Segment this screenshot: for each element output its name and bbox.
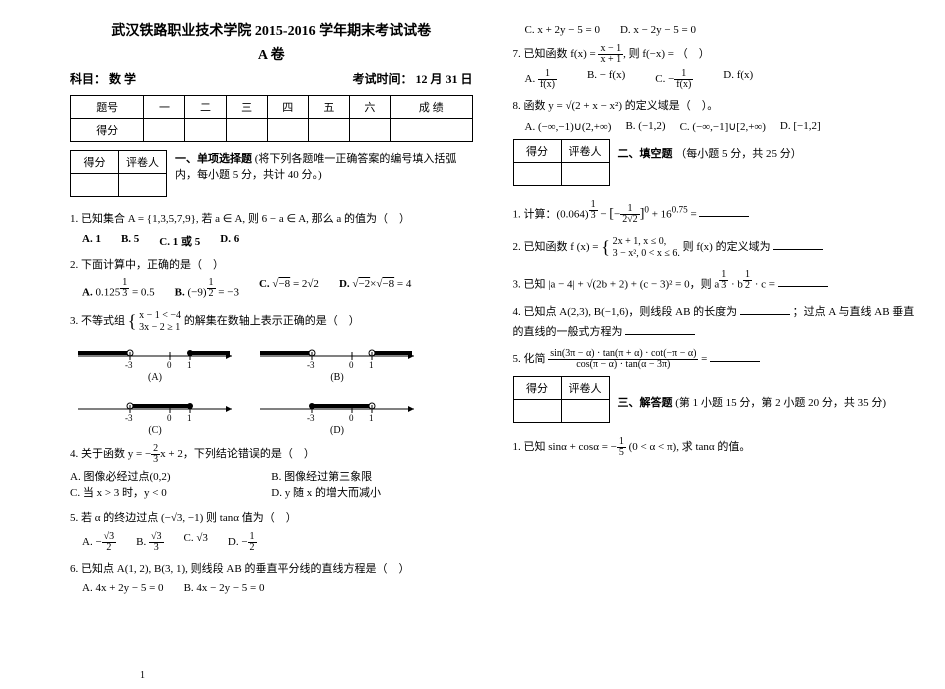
q4: 4. 关于函数 y = −23x + 2，下列结论错误的是（ ） (70, 444, 473, 465)
section2-desc: （每小题 5 分，共 25 分） (675, 148, 802, 160)
q8-D: D. [−1,2] (780, 120, 821, 133)
q3-choices: -3 0 1 (A) -3 0 1 (B (70, 342, 473, 436)
q8-C: C. (−∞,−1]∪[2,+∞) (680, 120, 766, 133)
q4-A: A. 图像必经过点(0,2) (70, 469, 271, 486)
grader-table-3: 得分评卷人 (513, 376, 610, 423)
svg-text:0: 0 (349, 360, 354, 370)
score-table: 题号 一 二 三 四 五 六 成 绩 得分 (70, 95, 473, 142)
paper-label: A 卷 (70, 44, 473, 64)
grader-table-1: 得分评卷人 (70, 150, 167, 197)
svg-text:-3: -3 (307, 413, 315, 423)
q4-B: B. 图像经过第三象限 (271, 469, 372, 486)
q1-A: A. 1 (82, 233, 101, 249)
q1-stem: 1. 已知集合 A = {1,3,5,7,9}, 若 a ∈ A, 则 6 − … (70, 211, 473, 229)
st-h1: 一 (144, 96, 185, 119)
q5-stem: 5. 若 α 的终边过点 (−√3, −1) 则 tanα 值为（ ） (70, 510, 473, 528)
numberline-B: -3 0 1 (252, 342, 422, 370)
st-h4: 四 (267, 96, 308, 119)
q6-C: C. x + 2y − 5 = 0 (525, 24, 600, 36)
q8-A: A. (−∞,−1)∪(2,+∞) (525, 120, 612, 133)
mt3-c1: 得分 (513, 377, 561, 400)
st-h6: 六 (349, 96, 390, 119)
page-number: 1 (140, 670, 145, 681)
section3-title: 三、解答题 (618, 397, 673, 409)
q6-D: D. x − 2y − 5 = 0 (620, 24, 696, 36)
st-h0: 题号 (71, 96, 144, 119)
svg-text:-3: -3 (125, 360, 133, 370)
q1-B: B. 5 (121, 233, 139, 249)
f1: 1. 计算：(0.064)13 − [−12√2]0 + 160.75 = (513, 200, 916, 226)
st-h7: 成 绩 (390, 96, 472, 119)
svg-text:-3: -3 (125, 413, 133, 423)
q4-C: C. 当 x > 3 时，y < 0 (70, 485, 271, 502)
q8-stem: 8. 函数 y = √(2 + x − x²) 的定义域是（ ）。 (513, 98, 916, 116)
q4-D: D. y 随 x 的增大而减小 (271, 485, 381, 502)
numberline-D: -3 0 1 (252, 395, 422, 423)
svg-text:-3: -3 (307, 360, 315, 370)
f2: 2. 已知函数 f (x) = { 2x + 1, x ≤ 0, 3 − x²,… (513, 233, 916, 262)
st-h3: 三 (226, 96, 267, 119)
mt1-c1: 得分 (71, 151, 119, 174)
svg-text:0: 0 (349, 413, 354, 423)
q8-B: B. (−1,2) (625, 120, 665, 133)
mt2-c2: 评卷人 (561, 139, 609, 162)
time-value: 12 月 31 日 (415, 72, 472, 86)
q2-opts: A. 0.12513 = 0.5 B. (−9)12 = −3 C. √−8 =… (82, 278, 473, 299)
subject-label: 科目： (70, 72, 106, 86)
numberline-A: -3 0 1 (70, 342, 240, 370)
grader-table-2: 得分评卷人 (513, 139, 610, 186)
section2-title: 二、填空题 (618, 148, 673, 160)
st-h5: 五 (308, 96, 349, 119)
s1: 1. 已知 sinα + cosα = −15 (0 < α < π), 求 t… (513, 437, 916, 458)
section1-title: 一、单项选择题 (175, 153, 252, 165)
mt3-c2: 评卷人 (561, 377, 609, 400)
svg-text:0: 0 (167, 413, 172, 423)
st-score-label: 得分 (71, 119, 144, 142)
subject-value: 数 学 (109, 72, 136, 86)
f3: 3. 已知 |a − 4| + √(2b + 2) + (c − 3)² = 0… (513, 270, 916, 294)
q1-D: D. 6 (220, 233, 239, 249)
q5-opts: A. −√32 B. √33 C. √3 D. −12 (82, 532, 473, 553)
svg-text:1: 1 (187, 360, 192, 370)
f4: 4. 已知点 A(2,3), B(−1,6)，则线段 AB 的长度为 ；过点 A… (513, 302, 916, 341)
exam-title: 武汉铁路职业技术学院 2015-2016 学年期末考试试卷 (70, 20, 473, 40)
q2-stem: 2. 下面计算中，正确的是（ ） (70, 257, 473, 275)
time-label: 考试时间： (352, 72, 412, 86)
q7: 7. 已知函数 f(x) = x − 1x + 1, 则 f(−x) = （ ） (513, 44, 916, 65)
q6-A: A. 4x + 2y − 5 = 0 (82, 582, 164, 594)
mt2-c1: 得分 (513, 139, 561, 162)
mt1-c2: 评卷人 (119, 151, 167, 174)
q6-B: B. 4x − 2y − 5 = 0 (184, 582, 265, 594)
svg-text:1: 1 (187, 413, 192, 423)
numberline-C: -3 0 1 (70, 395, 240, 423)
svg-text:1: 1 (369, 360, 374, 370)
svg-text:1: 1 (369, 413, 374, 423)
q3: 3. 不等式组 { x − 1 < −4 3x − 2 ≥ 1 的解集在数轴上表… (70, 307, 473, 336)
q1-C: C. 1 或 5 (159, 233, 200, 249)
q7-opts: A. 1f(x) B. − f(x) C. −1f(x) D. f(x) (525, 69, 916, 90)
q6-stem: 6. 已知点 A(1, 2), B(3, 1), 则线段 AB 的垂直平分线的直… (70, 561, 473, 579)
svg-text:0: 0 (167, 360, 172, 370)
f5: 5. 化简 sin(3π − α) · tan(π + α) · cot(−π … (513, 349, 916, 370)
section3-desc: (第 1 小题 15 分，第 2 小题 20 分，共 35 分) (675, 397, 886, 409)
subject-line: 科目： 数 学 考试时间： 12 月 31 日 (70, 70, 473, 87)
st-h2: 二 (185, 96, 226, 119)
